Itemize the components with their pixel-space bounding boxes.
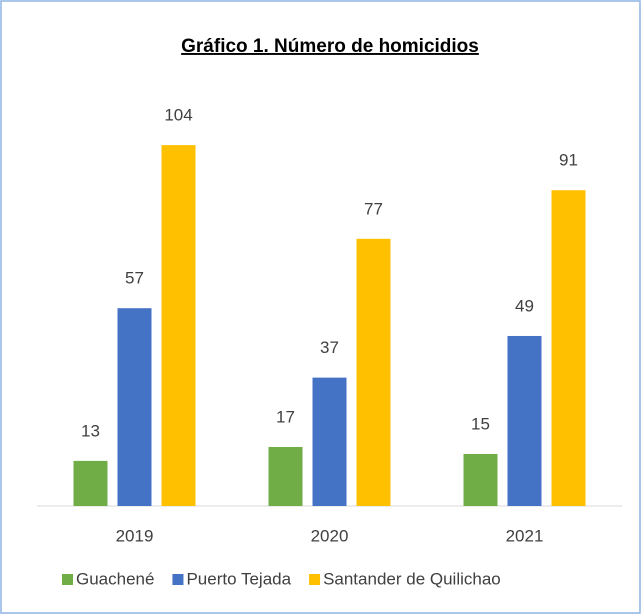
x-tick-label: 2021 — [506, 526, 544, 545]
bar — [117, 308, 152, 506]
x-tick-label: 2020 — [311, 526, 349, 545]
legend-swatch — [172, 574, 184, 585]
legend-label: Guachené — [76, 569, 154, 588]
bar — [312, 377, 347, 506]
data-label: 104 — [164, 106, 192, 125]
data-label: 37 — [320, 338, 339, 357]
data-label: 17 — [276, 407, 295, 426]
legend-label: Puerto Tejada — [186, 569, 291, 588]
bar — [268, 447, 303, 506]
data-label: 49 — [515, 296, 534, 315]
data-label: 77 — [364, 199, 383, 218]
data-label: 91 — [559, 151, 578, 170]
bar — [356, 238, 391, 506]
legend-swatch — [309, 574, 321, 585]
legend-label: Santander de Quilichao — [323, 569, 501, 588]
x-tick-label: 2019 — [116, 526, 154, 545]
bar — [551, 190, 586, 507]
data-label: 15 — [471, 414, 490, 433]
chart-title: Gráfico 1. Número de homicidios — [181, 36, 479, 57]
bar — [463, 453, 498, 506]
data-label: 13 — [81, 421, 100, 440]
legend-swatch — [62, 574, 73, 585]
bar — [507, 335, 542, 506]
bar — [161, 145, 196, 506]
data-label: 57 — [125, 269, 144, 288]
bar — [73, 460, 108, 506]
